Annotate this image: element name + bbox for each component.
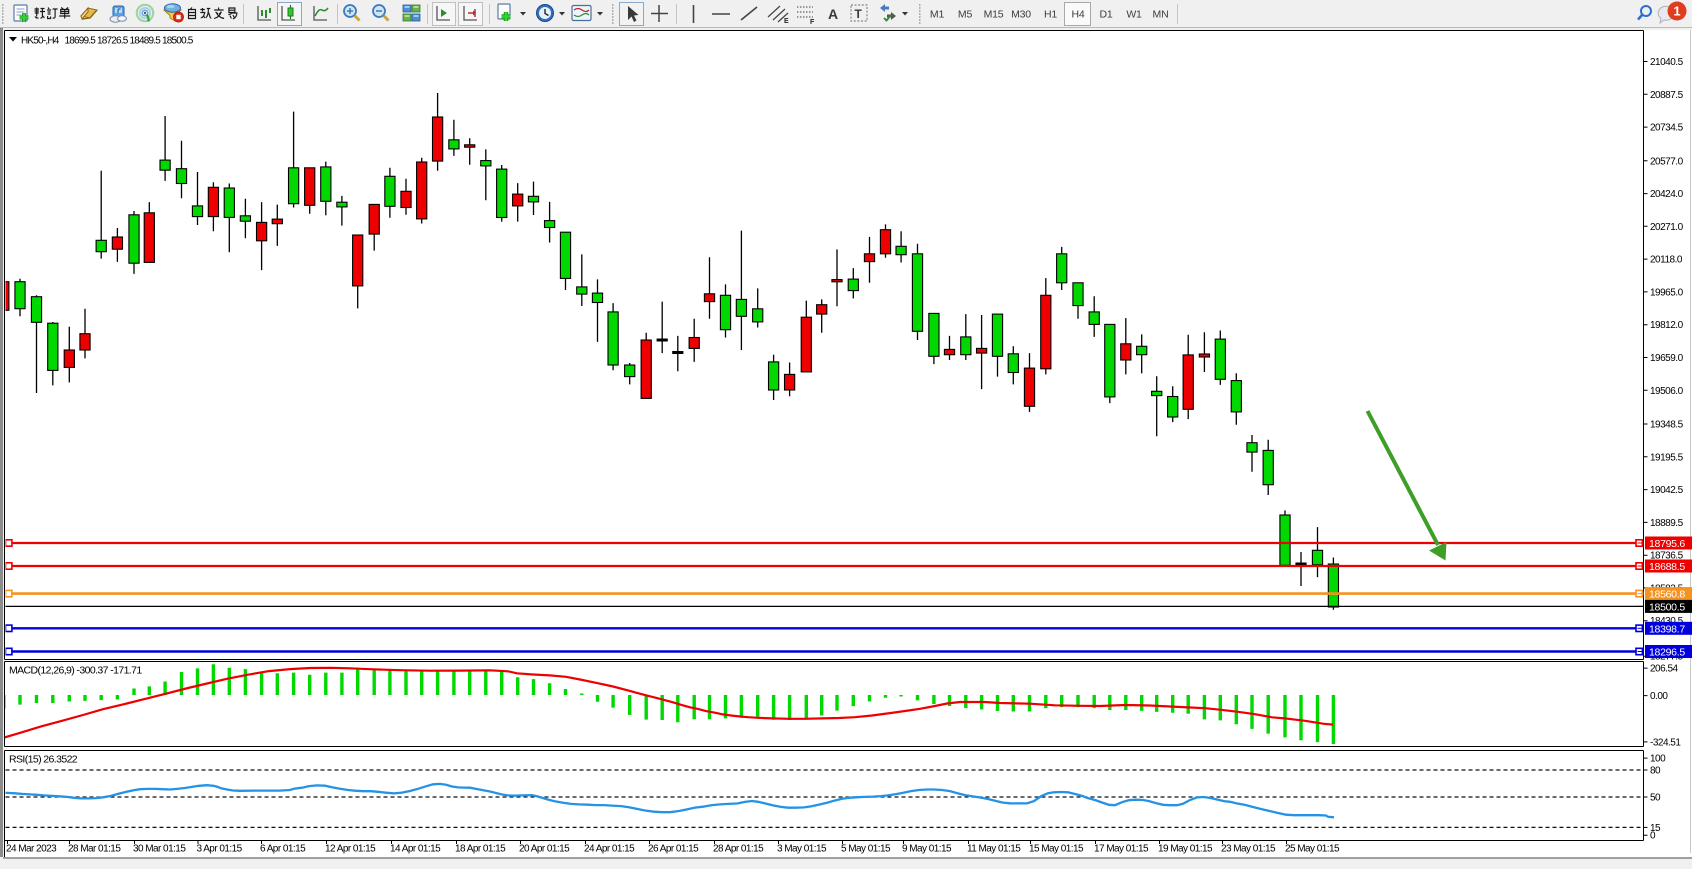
svg-text:5 May 01:15: 5 May 01:15 (841, 844, 891, 855)
svg-text:28 Apr 01:15: 28 Apr 01:15 (713, 844, 764, 855)
svg-text:20118.0: 20118.0 (1650, 255, 1683, 266)
svg-text:25 May 01:15: 25 May 01:15 (1285, 844, 1340, 855)
svg-text:28 Mar 01:15: 28 Mar 01:15 (68, 844, 121, 855)
svg-text:19042.5: 19042.5 (1650, 485, 1684, 496)
svg-text:24 Apr 01:15: 24 Apr 01:15 (584, 844, 635, 855)
svg-text:18795.6: 18795.6 (1649, 538, 1685, 550)
svg-text:3 May 01:15: 3 May 01:15 (777, 844, 827, 855)
svg-text:18430.5: 18430.5 (1650, 616, 1684, 627)
svg-text:T: T (855, 7, 863, 21)
svg-text:W1: W1 (1126, 9, 1142, 21)
svg-text:24 Mar 2023: 24 Mar 2023 (6, 844, 57, 855)
svg-text:19965.0: 19965.0 (1650, 287, 1684, 298)
svg-text:18688.5: 18688.5 (1649, 561, 1685, 573)
svg-text:20734.5: 20734.5 (1650, 123, 1684, 134)
svg-text:18736.5: 18736.5 (1650, 551, 1684, 562)
svg-text:18296.5: 18296.5 (1649, 647, 1685, 659)
svg-text:23 May 01:15: 23 May 01:15 (1221, 844, 1276, 855)
svg-text:80: 80 (1650, 766, 1661, 777)
svg-text:19195.5: 19195.5 (1650, 452, 1684, 463)
svg-text:F: F (810, 19, 815, 26)
svg-text:20424.0: 20424.0 (1650, 189, 1684, 200)
svg-text:MACD(12,26,9) -300.37 -171.71: MACD(12,26,9) -300.37 -171.71 (9, 665, 142, 677)
svg-text:6 Apr 01:15: 6 Apr 01:15 (260, 844, 306, 855)
svg-text:20271.0: 20271.0 (1650, 222, 1684, 233)
svg-text:M30: M30 (1011, 9, 1031, 21)
svg-text:M1: M1 (930, 9, 945, 21)
svg-text:20577.0: 20577.0 (1650, 156, 1684, 167)
svg-text:21040.5: 21040.5 (1650, 57, 1684, 68)
svg-text:50: 50 (1650, 793, 1661, 804)
svg-text:18 Apr 01:15: 18 Apr 01:15 (455, 844, 506, 855)
svg-text:11 May 01:15: 11 May 01:15 (967, 844, 1021, 855)
svg-text:H1: H1 (1044, 9, 1057, 21)
svg-text:20887.5: 20887.5 (1650, 90, 1684, 101)
svg-text:M5: M5 (958, 9, 973, 21)
svg-text:M15: M15 (984, 9, 1004, 21)
svg-text:18500.5: 18500.5 (1649, 601, 1685, 613)
svg-text:18560.8: 18560.8 (1649, 589, 1685, 601)
svg-text:0.00: 0.00 (1650, 691, 1668, 702)
svg-text:HK50-,H4 18699.5 18726.5 184: HK50-,H4 18699.5 18726.5 18489.5 18500.5 (21, 36, 194, 47)
svg-text:17 May 01:15: 17 May 01:15 (1094, 844, 1149, 855)
svg-text:-324.51: -324.51 (1650, 737, 1681, 748)
svg-text:19812.0: 19812.0 (1650, 320, 1684, 331)
svg-text:18889.5: 18889.5 (1650, 518, 1684, 529)
svg-text:15 May 01:15: 15 May 01:15 (1029, 844, 1084, 855)
svg-text:19 May 01:15: 19 May 01:15 (1158, 844, 1213, 855)
svg-text:30 Mar 01:15: 30 Mar 01:15 (133, 844, 186, 855)
svg-text:18398.7: 18398.7 (1649, 623, 1685, 635)
svg-text:19659.0: 19659.0 (1650, 353, 1684, 364)
svg-text:A: A (828, 6, 838, 22)
svg-text:206.54: 206.54 (1650, 664, 1679, 675)
svg-text:D1: D1 (1099, 9, 1112, 21)
svg-text:9 May 01:15: 9 May 01:15 (902, 844, 952, 855)
svg-text:1: 1 (1673, 4, 1680, 19)
svg-text:15: 15 (1650, 823, 1661, 834)
svg-text:14 Apr 01:15: 14 Apr 01:15 (390, 844, 441, 855)
svg-text:E: E (784, 18, 789, 25)
svg-text:3 Apr 01:15: 3 Apr 01:15 (197, 844, 243, 855)
svg-text:0: 0 (1650, 831, 1656, 842)
svg-text:H4: H4 (1071, 9, 1084, 21)
svg-text:MN: MN (1153, 9, 1169, 21)
svg-text:RSI(15) 26.3522: RSI(15) 26.3522 (9, 754, 78, 766)
svg-text:20 Apr 01:15: 20 Apr 01:15 (519, 844, 570, 855)
svg-text:19506.0: 19506.0 (1650, 386, 1684, 397)
svg-text:19348.5: 19348.5 (1650, 420, 1684, 431)
svg-text:26 Apr 01:15: 26 Apr 01:15 (648, 844, 699, 855)
svg-text:100: 100 (1650, 754, 1666, 765)
svg-text:12 Apr 01:15: 12 Apr 01:15 (325, 844, 376, 855)
